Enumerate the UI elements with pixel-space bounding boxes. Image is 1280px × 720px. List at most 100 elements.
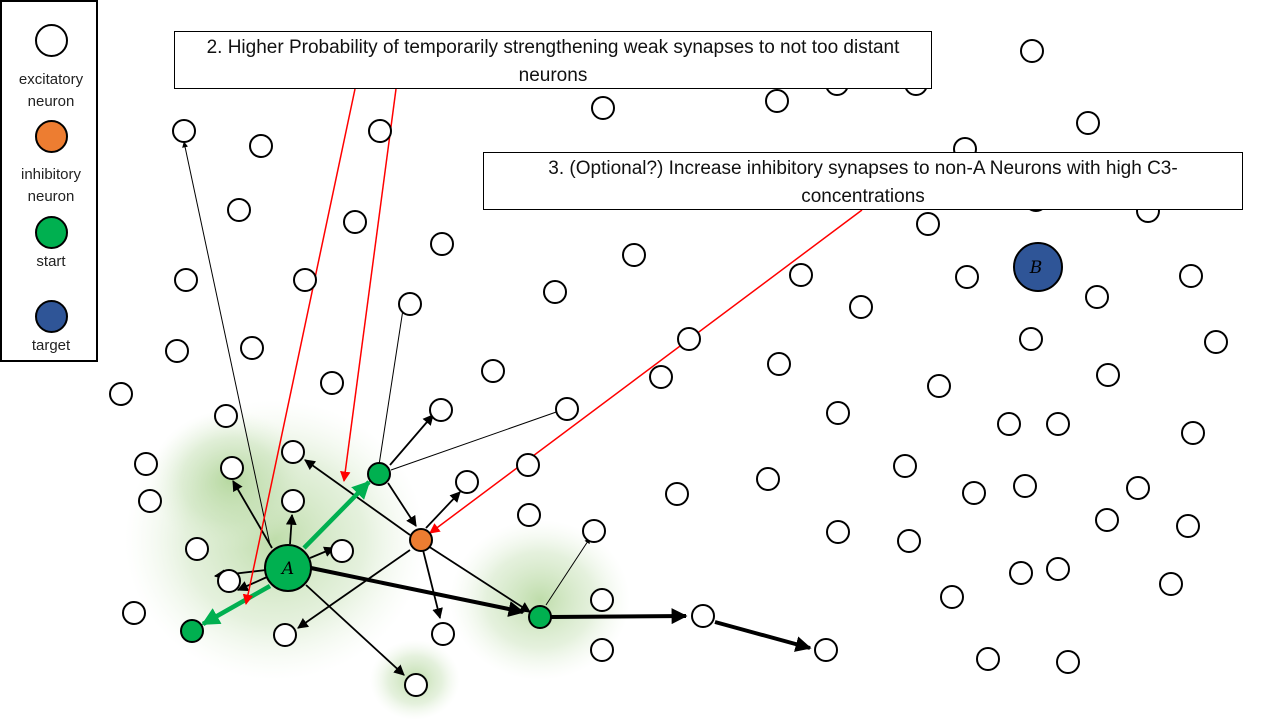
excitatory-neuron (1096, 363, 1120, 387)
excitatory-neuron (1176, 514, 1200, 538)
excitatory-neuron (814, 638, 838, 662)
excitatory-neuron (1204, 330, 1228, 354)
excitatory-neuron (582, 519, 606, 543)
excitatory-neuron (273, 623, 297, 647)
legend-label: target (31, 337, 71, 354)
activated-neuron (180, 619, 204, 643)
excitatory-neuron (330, 539, 354, 563)
excitatory-neuron (677, 327, 701, 351)
excitatory-neuron (455, 470, 479, 494)
excitatory-neuron (1159, 572, 1183, 596)
special-neurons: A B (180, 242, 1063, 643)
excitatory-neuron (962, 481, 986, 505)
excitatory-neuron (227, 198, 251, 222)
excitatory-neuron (756, 467, 780, 491)
target-neuron-label: B (1029, 258, 1043, 278)
excitatory-neuron (826, 401, 850, 425)
excitatory-neuron (555, 397, 579, 421)
excitatory-neuron (767, 352, 791, 376)
excitatory-neuron (826, 520, 850, 544)
excitatory-neuron (430, 232, 454, 256)
excitatory-neuron (590, 638, 614, 662)
callout-strengthen-synapses: 2. Higher Probability of temporarily str… (174, 31, 932, 89)
excitatory-neuron (622, 243, 646, 267)
excitatory-neuron (789, 263, 813, 287)
inhibitory-neuron-swatch (34, 120, 68, 153)
excitatory-neuron (893, 454, 917, 478)
excitatory-neuron (897, 529, 921, 553)
excitatory-neuron (398, 292, 422, 316)
excitatory-neuron (997, 412, 1021, 436)
excitatory-neuron-swatch (34, 24, 68, 57)
excitatory-neuron (1009, 561, 1033, 585)
start-activation-arrows (201, 480, 371, 626)
excitatory-neuron (134, 452, 158, 476)
activated-neuron (528, 605, 552, 629)
excitatory-neuron (665, 482, 689, 506)
synapse-arrows (182, 141, 591, 606)
excitatory-neuron (1181, 421, 1205, 445)
excitatory-neuron (955, 265, 979, 289)
excitatory-neuron (368, 119, 392, 143)
excitatory-neuron (649, 365, 673, 389)
callout-text: 3. (Optional?) Increase inhibitory synap… (548, 158, 1178, 207)
excitatory-neuron (543, 280, 567, 304)
start-neuron-label: A (280, 559, 294, 579)
excitatory-neuron (343, 210, 367, 234)
excitatory-neuron (940, 585, 964, 609)
excitatory-neuron (214, 404, 238, 428)
excitatory-neuron (281, 440, 305, 464)
excitatory-neuron (1085, 285, 1109, 309)
legend: excitatory neuron inhibitory neuron star… (0, 0, 98, 362)
excitatory-neuron (429, 398, 453, 422)
activated-neuron (367, 462, 391, 486)
excitatory-neuron (691, 604, 715, 628)
legend-label: excitatory neuron (18, 71, 84, 110)
excitatory-neuron (976, 647, 1000, 671)
legend-item-excitatory: excitatory neuron (2, 24, 100, 113)
excitatory-neuron (293, 268, 317, 292)
excitatory-neuron (849, 295, 873, 319)
excitatory-neuron (591, 96, 615, 120)
excitatory-neuron (927, 374, 951, 398)
excitatory-neuron (1126, 476, 1150, 500)
excitatory-neuron (172, 119, 196, 143)
excitatory-neuron (916, 212, 940, 236)
excitatory-neuron (1179, 264, 1203, 288)
excitatory-neuron (217, 569, 241, 593)
excitatory-neuron (1020, 39, 1044, 63)
excitatory-neuron (1046, 412, 1070, 436)
excitatory-neuron (220, 456, 244, 480)
excitatory-neuron (320, 371, 344, 395)
legend-label: start (36, 253, 66, 270)
excitatory-neuron (174, 268, 198, 292)
legend-item-target: target (2, 300, 100, 357)
excitatory-neuron (1046, 557, 1070, 581)
strong-path-arrows (310, 566, 812, 652)
excitatory-neuron (165, 339, 189, 363)
annotation-lines (242, 88, 863, 606)
excitatory-neuron (240, 336, 264, 360)
excitatory-neuron (765, 89, 789, 113)
excitatory-neuron (185, 537, 209, 561)
excitatory-neuron (122, 601, 146, 625)
excitatory-neuron (481, 359, 505, 383)
excitatory-neuron (517, 503, 541, 527)
inhibitory-neuron (409, 528, 433, 552)
excitatory-neuron (1095, 508, 1119, 532)
excitatory-neuron (1076, 111, 1100, 135)
excitatory-neuron (281, 489, 305, 513)
target-neuron-b (1013, 242, 1063, 292)
excitatory-neuron (431, 622, 455, 646)
excitatory-neuron (249, 134, 273, 158)
excitatory-neuron (1056, 650, 1080, 674)
excitatory-neuron (404, 673, 428, 697)
excitatory-neuron (516, 453, 540, 477)
start-neuron-swatch (34, 216, 68, 249)
legend-label: inhibitory neuron (20, 166, 82, 205)
excitatory-neuron (590, 588, 614, 612)
excitatory-neuron (1019, 327, 1043, 351)
excitatory-neuron (138, 489, 162, 513)
start-neuron-a (264, 544, 312, 592)
